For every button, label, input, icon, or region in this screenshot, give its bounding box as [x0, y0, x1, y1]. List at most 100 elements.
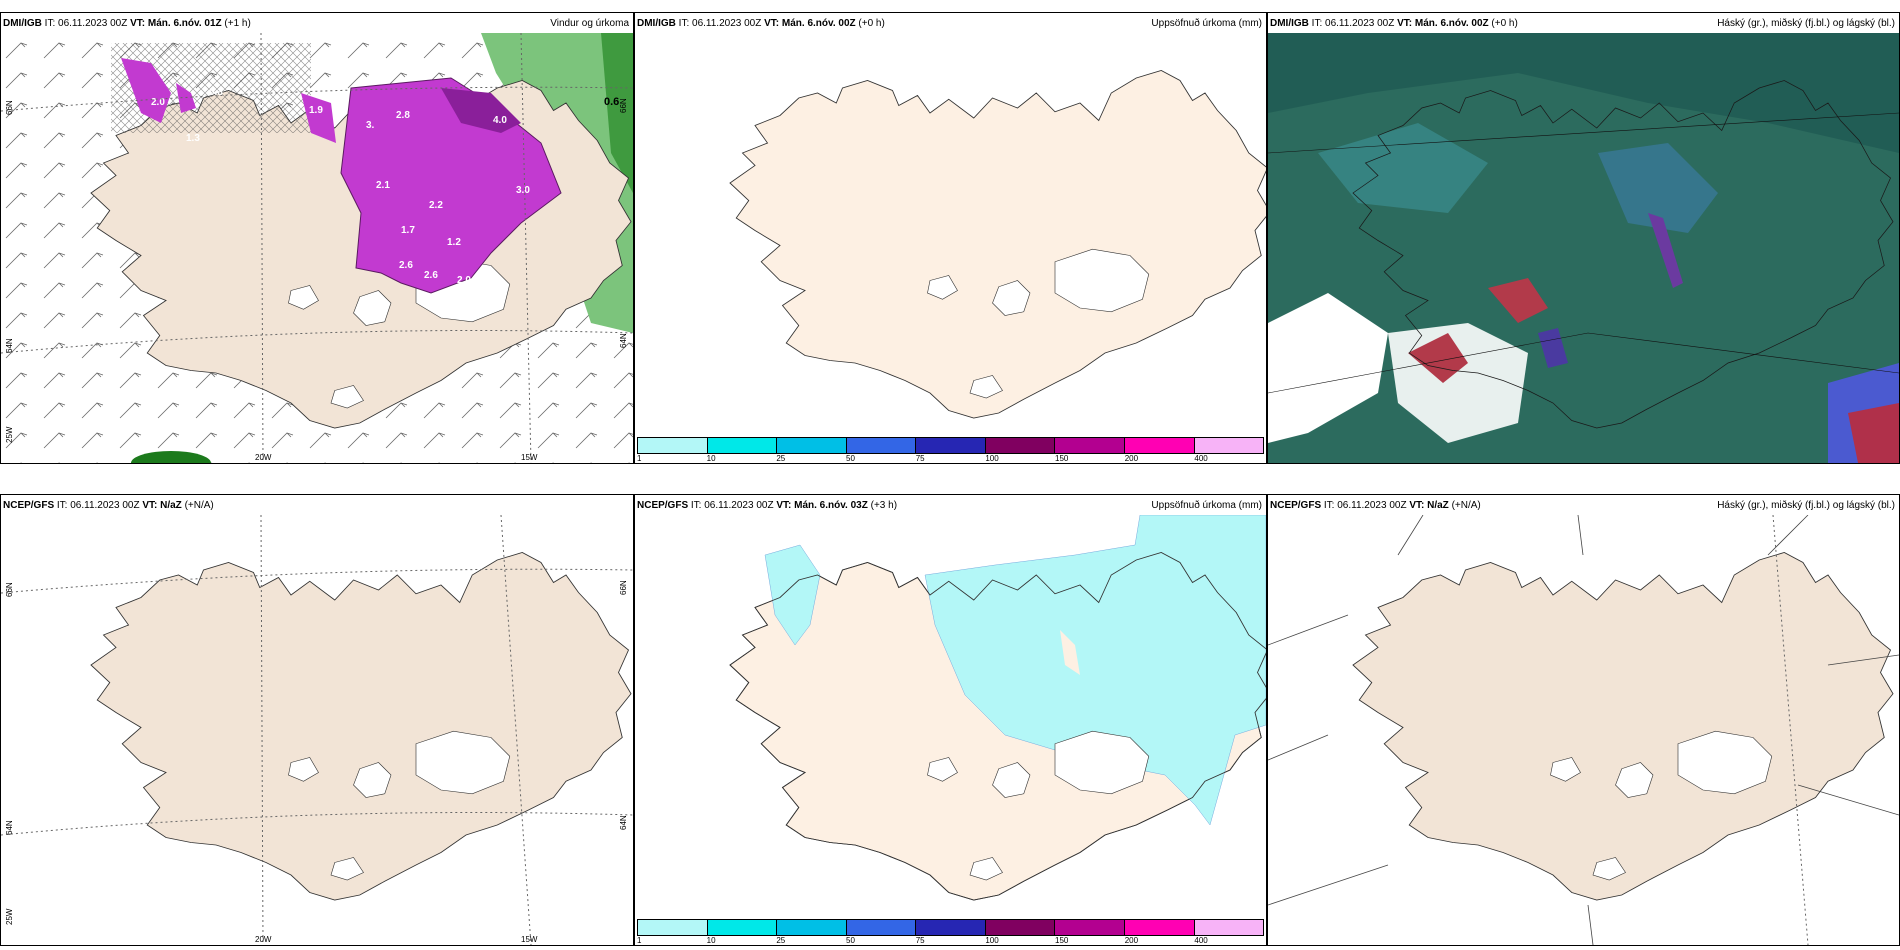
lat-label: 64N: [5, 338, 14, 353]
forecast-step: (+N/A): [1451, 500, 1481, 511]
forecast-step: (+0 h): [858, 18, 885, 29]
panel-title: Vindur og úrkoma: [550, 18, 629, 29]
map-canvas: [1268, 33, 1899, 463]
precip-area: [924, 515, 1266, 826]
colorbar-swatch: [1194, 438, 1264, 453]
colorbar-swatch: [985, 438, 1056, 453]
precip-value: 1.7: [401, 225, 415, 236]
panel-dmi-accum-precip: DMI/IGB IT: 06.11.2023 00Z VT: Mán. 6.nó…: [634, 12, 1267, 464]
precip-value: 1.9: [309, 105, 323, 116]
forecast-step: (+1 h): [224, 18, 251, 29]
lon-label: 25W: [5, 426, 14, 443]
colorbar-tick: 1: [637, 936, 642, 945]
lat-label: 64N: [619, 333, 628, 348]
colorbar-swatch: [1055, 438, 1125, 453]
valid-time: Mán. 6.nóv. 01Z: [147, 18, 222, 29]
panel-title: Uppsöfnuð úrkoma (mm): [1151, 18, 1262, 29]
panel-gfs-accum-precip: NCEP/GFS IT: 06.11.2023 00Z VT: Mán. 6.n…: [634, 494, 1267, 946]
panel-header: NCEP/GFS IT: 06.11.2023 00Z VT: N/aZ (+N…: [1268, 495, 1899, 515]
colorbar-swatch: [707, 438, 778, 453]
colorbar-swatch: [985, 920, 1056, 935]
model-name: DMI/IGB: [3, 18, 42, 29]
colorbar-tick: 100: [985, 454, 999, 463]
panel-header: DMI/IGB IT: 06.11.2023 00Z VT: Mán. 6.nó…: [635, 13, 1266, 33]
panel-header: NCEP/GFS IT: 06.11.2023 00Z VT: Mán. 6.n…: [635, 495, 1266, 515]
colorbar-tick: 25: [776, 936, 786, 945]
lat-label: 66N: [5, 582, 14, 597]
colorbar-swatch: [638, 438, 708, 453]
panel-title: Háský (gr.), miðský (fj.bl.) og lágský (…: [1717, 500, 1895, 511]
lat-label: 66N: [619, 98, 628, 113]
vt-label: VT:: [1397, 18, 1413, 29]
colorbar-swatch: [777, 920, 847, 935]
colorbar-tick: 25: [776, 454, 786, 463]
colorbar: 1 10 25 50 75 100 150 200 400: [635, 435, 1266, 463]
colorbar-swatch: [1194, 920, 1264, 935]
valid-time: Mán. 6.nóv. 03Z: [794, 500, 868, 511]
colorbar-swatch: [916, 438, 986, 453]
forecast-step: (+3 h): [870, 500, 898, 511]
colorbar-swatch: [1055, 920, 1125, 935]
panel-header: DMI/IGB IT: 06.11.2023 00Z VT: Mán. 6.nó…: [1268, 13, 1899, 33]
precip-value: 2.6: [424, 270, 438, 281]
colorbar-tick: 10: [706, 936, 716, 945]
lat-label: 64N: [619, 815, 628, 830]
precip-value: 1.3: [186, 133, 200, 144]
model-name: DMI/IGB: [1270, 18, 1309, 29]
init-time: IT: 06.11.2023 00Z: [1323, 500, 1407, 511]
colorbar-swatch: [916, 920, 986, 935]
colorbar-tick: 400: [1194, 936, 1208, 945]
colorbar-tick: 75: [915, 936, 925, 945]
map-canvas: 2.0 0.3 1.3 1.9 3. 2.8 4.0 3.0 2.1 2.2 1…: [1, 33, 633, 463]
colorbar-tick: 1: [637, 454, 642, 463]
precip-value: 2.1: [376, 180, 390, 191]
colorbar-tick: 50: [846, 454, 855, 463]
valid-time: Mán. 6.nóv. 00Z: [1414, 18, 1489, 29]
init-time: IT: 06.11.2023 00Z: [44, 18, 128, 29]
colorbar-tick: 50: [846, 936, 855, 945]
colorbar-tick: 150: [1055, 936, 1069, 945]
colorbar-tick: 10: [706, 454, 716, 463]
init-time: IT: 06.11.2023 00Z: [690, 500, 774, 511]
colorbar-tick: 75: [915, 454, 925, 463]
precip-value: 0.6: [604, 96, 619, 108]
lon-label: 20W: [255, 935, 272, 944]
precip-value: 2.0: [151, 97, 165, 108]
precip-value: 2.3: [479, 275, 493, 286]
map-canvas: [729, 515, 1266, 901]
colorbar-swatch: [846, 438, 917, 453]
lon-label: 20W: [255, 453, 272, 462]
panel-dmi-clouds: DMI/IGB IT: 06.11.2023 00Z VT: Mán. 6.nó…: [1267, 12, 1900, 464]
map-canvas: [729, 69, 1266, 419]
forecast-step: (+N/A): [184, 500, 214, 511]
panel-gfs-empty: NCEP/GFS IT: 06.11.2023 00Z VT: N/aZ (+N…: [0, 494, 634, 946]
model-name: NCEP/GFS: [637, 500, 689, 511]
init-time: IT: 06.11.2023 00Z: [1311, 18, 1395, 29]
precip-value: 2.0: [457, 275, 471, 286]
lon-label: 25W: [5, 908, 14, 925]
valid-time: N/aZ: [1427, 500, 1449, 511]
init-time: IT: 06.11.2023 00Z: [56, 500, 140, 511]
init-time: IT: 06.11.2023 00Z: [678, 18, 762, 29]
vt-label: VT:: [142, 500, 158, 511]
colorbar-swatch: [1124, 438, 1195, 453]
panel-dmi-wind-precip: DMI/IGB IT: 06.11.2023 00Z VT: Mán. 6.nó…: [0, 12, 634, 464]
colorbar-tick: 150: [1055, 454, 1069, 463]
map-canvas: [1, 515, 633, 945]
model-name: NCEP/GFS: [3, 500, 55, 511]
panel-title: Uppsöfnuð úrkoma (mm): [1151, 500, 1262, 511]
model-name: DMI/IGB: [637, 18, 676, 29]
vt-label: VT:: [130, 18, 146, 29]
panel-header: DMI/IGB IT: 06.11.2023 00Z VT: Mán. 6.nó…: [1, 13, 633, 33]
colorbar-swatch: [777, 438, 847, 453]
precip-value: 4.0: [493, 115, 507, 126]
vt-label: VT:: [764, 18, 780, 29]
precip-value: 1.2: [447, 237, 461, 248]
lon-label: 15W: [521, 453, 538, 462]
colorbar-tick: 100: [985, 936, 999, 945]
precip-value: 3.: [366, 120, 375, 131]
model-name: NCEP/GFS: [1270, 500, 1322, 511]
lat-label: 64N: [5, 820, 14, 835]
forecast-step: (+0 h): [1491, 18, 1518, 29]
vt-label: VT:: [776, 500, 792, 511]
